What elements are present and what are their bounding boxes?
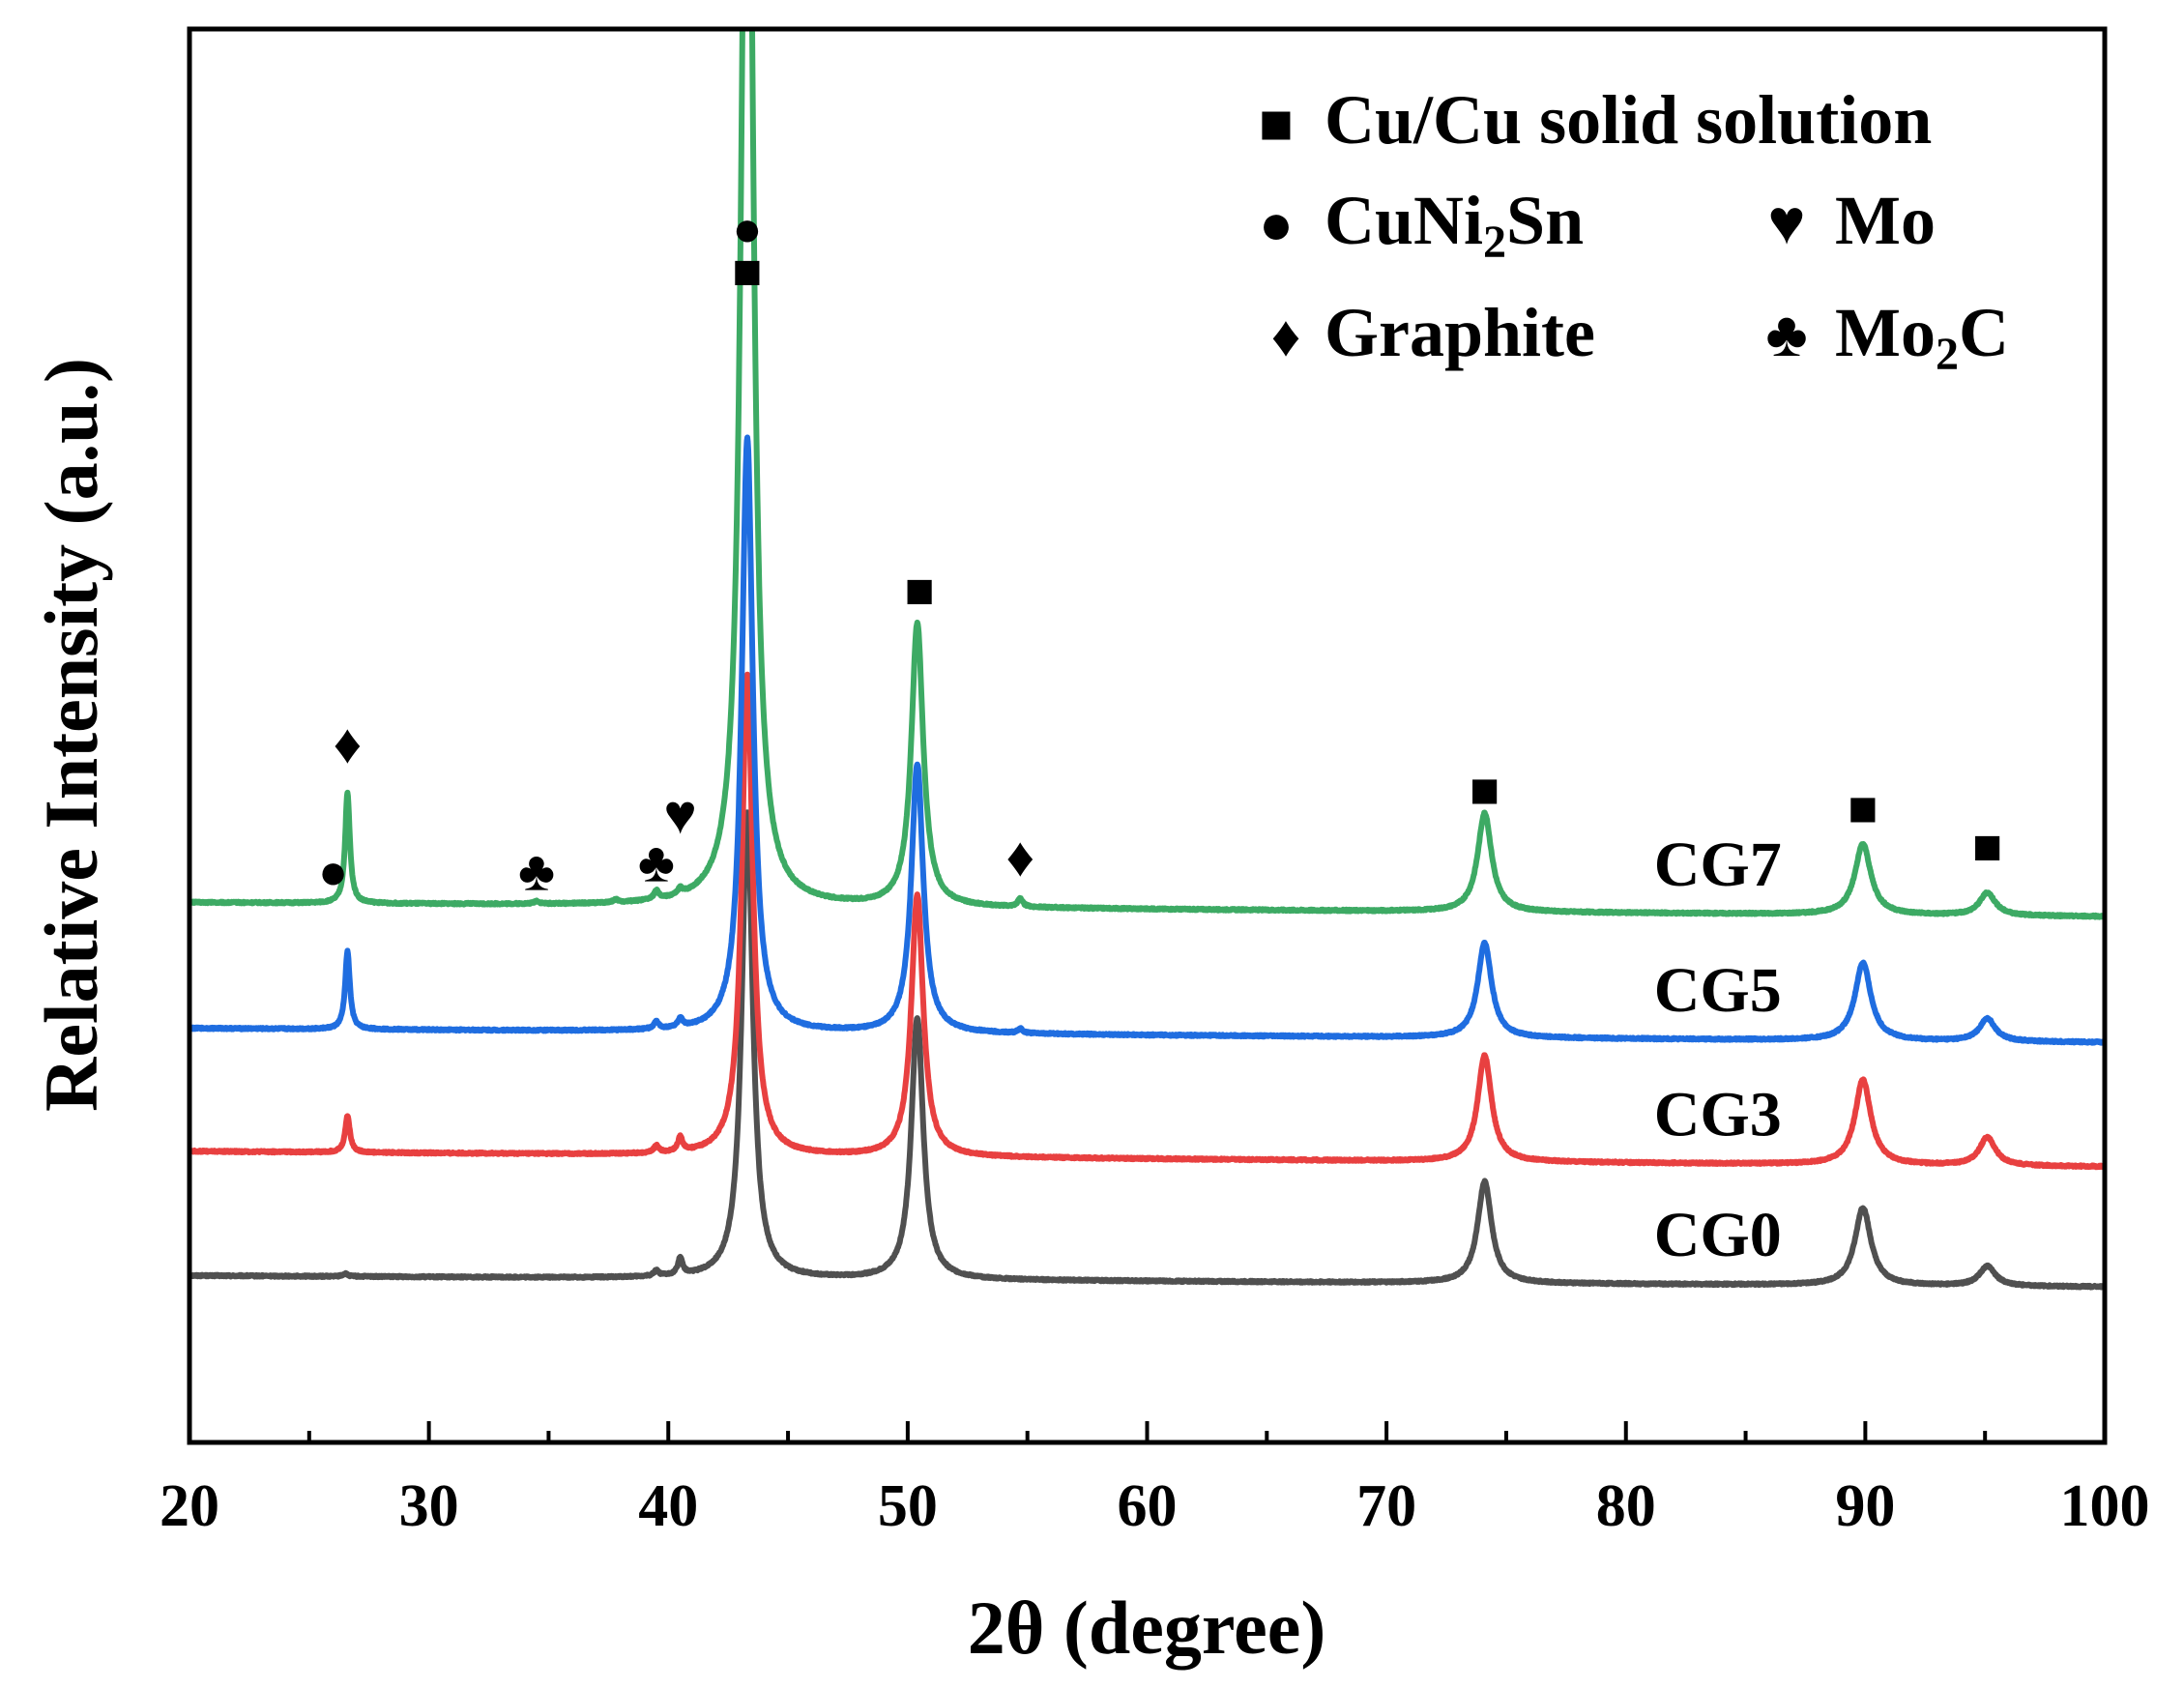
legend-label-mo: Mo bbox=[1835, 182, 1936, 259]
legend: ■ Cu/Cu solid solution ● CuNi2Sn ♥ Mo ♦ … bbox=[1259, 81, 2009, 380]
legend-label-cuni2sn: CuNi2Sn bbox=[1325, 182, 1584, 268]
x-tick-label-30: 30 bbox=[399, 1473, 459, 1539]
x-tick-label-90: 90 bbox=[1835, 1473, 1895, 1539]
x-tick-label-70: 70 bbox=[1356, 1473, 1416, 1539]
x-axis-label: 2θ (degree) bbox=[968, 1586, 1326, 1670]
x-tick-label-40: 40 bbox=[638, 1473, 698, 1539]
legend-label-mo2c: Mo2C bbox=[1835, 294, 2009, 380]
series-line-cg0 bbox=[189, 809, 2105, 1291]
peak-marker-square-icon: ■ bbox=[905, 564, 935, 619]
series-label-cg3: CG3 bbox=[1654, 1080, 1782, 1150]
x-tick-label-80: 80 bbox=[1596, 1473, 1656, 1539]
series-label-cg5: CG5 bbox=[1654, 955, 1782, 1026]
peak-marker-diamond-icon: ♦ bbox=[1005, 826, 1034, 888]
series-layer bbox=[189, 29, 2105, 1291]
series-line-cg5 bbox=[189, 434, 2105, 1046]
peak-marker-square-icon: ■ bbox=[732, 245, 762, 300]
peak-marker-heart-icon: ♥ bbox=[663, 783, 696, 846]
legend-entry-mo: ♥ Mo bbox=[1767, 182, 1936, 259]
legend-symbol-circle-icon: ● bbox=[1259, 192, 1294, 256]
legend-label-cu: Cu/Cu solid solution bbox=[1325, 81, 1932, 159]
peak-marker-square-icon: ■ bbox=[1972, 820, 2002, 875]
series-label-cg7: CG7 bbox=[1654, 829, 1782, 900]
legend-label-graphite: Graphite bbox=[1325, 294, 1595, 371]
peak-marker-square-icon: ■ bbox=[1848, 781, 1878, 836]
x-tick-label-100: 100 bbox=[2060, 1473, 2150, 1539]
x-tick-label-20: 20 bbox=[160, 1473, 219, 1539]
peak-marker-circle-icon: ● bbox=[732, 202, 762, 257]
peak-marker-circle-icon: ● bbox=[318, 845, 348, 900]
legend-entry-graphite: ♦ Graphite bbox=[1271, 294, 1595, 371]
legend-entry-mo2c: ♣ Mo2C bbox=[1765, 294, 2009, 380]
peak-marker-club-icon: ♣ bbox=[518, 840, 555, 903]
peak-marker-square-icon: ■ bbox=[1470, 763, 1500, 818]
plot-frame bbox=[187, 26, 2108, 1445]
legend-entry-cu: ■ Cu/Cu solid solution bbox=[1259, 81, 1932, 159]
legend-symbol-club-icon: ♣ bbox=[1765, 300, 1807, 370]
x-axis: 20 30 40 50 60 70 80 90 100 bbox=[160, 1421, 2150, 1539]
peak-marker-club-icon: ♣ bbox=[638, 831, 675, 894]
legend-symbol-heart-icon: ♥ bbox=[1767, 188, 1805, 258]
legend-symbol-square-icon: ■ bbox=[1259, 92, 1294, 156]
series-label-cg0: CG0 bbox=[1654, 1200, 1782, 1270]
series-line-cg7 bbox=[189, 29, 2105, 920]
legend-entry-cuni2sn: ● CuNi2Sn bbox=[1259, 182, 1584, 268]
x-tick-label-50: 50 bbox=[878, 1473, 938, 1539]
peak-marker-diamond-icon: ♦ bbox=[334, 713, 363, 775]
x-tick-label-60: 60 bbox=[1118, 1473, 1178, 1539]
series-line-cg3 bbox=[189, 671, 2105, 1171]
y-axis-label: Relative Intensity (a.u.) bbox=[29, 358, 113, 1112]
legend-symbol-diamond-icon: ♦ bbox=[1271, 305, 1301, 368]
